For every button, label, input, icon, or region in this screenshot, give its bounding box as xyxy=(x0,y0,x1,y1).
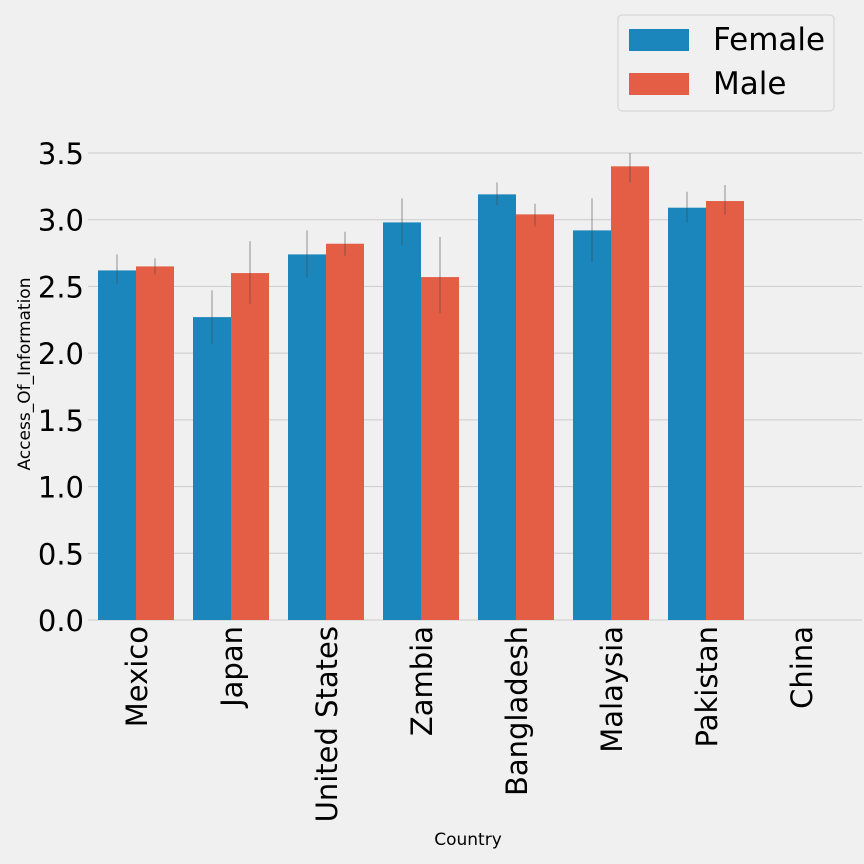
x-tick-label: Mexico xyxy=(120,626,154,727)
x-axis-title: Country xyxy=(434,830,502,850)
legend: Female Male xyxy=(617,14,835,112)
bar-male xyxy=(326,243,364,620)
y-tick-label: 2.0 xyxy=(38,337,84,371)
bar-male xyxy=(706,201,744,620)
x-tick-label: Zambia xyxy=(405,626,439,736)
x-tick-label: Japan xyxy=(215,626,249,709)
y-tick-label: 3.5 xyxy=(38,137,84,171)
x-tick-label: United States xyxy=(310,626,344,822)
legend-label-male: Male xyxy=(713,66,786,102)
y-tick-label: 1.0 xyxy=(38,471,84,505)
x-axis-ticks: Mexico Japan United States Zambia Bangladesh… xyxy=(120,626,819,822)
y-tick-label: 0.0 xyxy=(38,604,84,638)
bar-female xyxy=(383,222,421,620)
bar-male xyxy=(516,214,554,620)
bar-female xyxy=(573,230,611,621)
bar-male xyxy=(611,166,649,621)
bar-male xyxy=(136,266,174,620)
y-tick-label: 1.5 xyxy=(38,404,84,438)
x-tick-label: Malaysia xyxy=(595,626,629,753)
x-tick-label: China xyxy=(785,626,819,709)
y-tick-label: 0.5 xyxy=(38,537,84,571)
y-axis-title: Access_Of_Information xyxy=(15,278,35,471)
bar-male xyxy=(231,273,269,620)
legend-swatch-male xyxy=(629,73,689,95)
bar-female xyxy=(288,254,326,621)
bar-female xyxy=(668,207,706,620)
y-tick-label: 3.0 xyxy=(38,204,84,238)
legend-label-female: Female xyxy=(713,22,825,58)
bar-female xyxy=(193,317,231,620)
y-axis-ticks: 0.0 0.5 1.0 1.5 2.0 2.5 3.0 3.5 xyxy=(38,137,84,638)
bar-male xyxy=(421,277,459,620)
error-bars xyxy=(116,153,726,344)
bar-female xyxy=(98,270,136,620)
legend-swatch-female xyxy=(629,29,689,51)
bar-female xyxy=(478,194,516,620)
y-tick-label: 2.5 xyxy=(38,270,84,304)
x-tick-label: Pakistan xyxy=(690,626,724,747)
bars xyxy=(98,166,744,621)
x-tick-label: Bangladesh xyxy=(500,626,534,796)
